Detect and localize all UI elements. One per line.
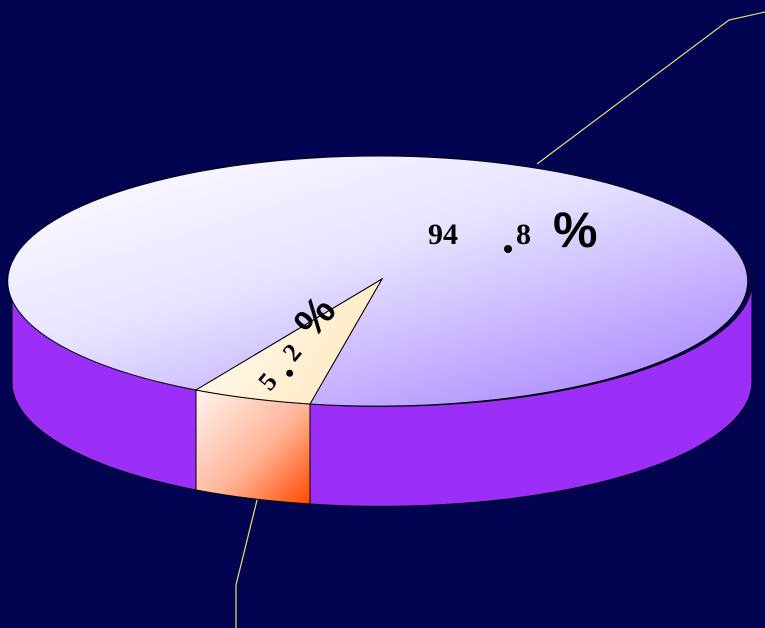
pie-side-minor xyxy=(195,389,311,505)
data-label-major-fraction: 8 xyxy=(516,218,531,251)
pie-slice-minor xyxy=(194,277,384,405)
leader-line-minor xyxy=(235,495,259,628)
data-label-minor-decimal-point xyxy=(286,369,294,377)
data-label-major-decimal-point xyxy=(504,245,512,253)
data-label-major-percent: % xyxy=(553,202,597,258)
data-label-major-integer: 94 xyxy=(428,218,458,251)
leader-line-major xyxy=(536,11,765,165)
pie-side-major-right xyxy=(309,278,753,507)
data-label-major: 94 8 % xyxy=(428,202,597,258)
